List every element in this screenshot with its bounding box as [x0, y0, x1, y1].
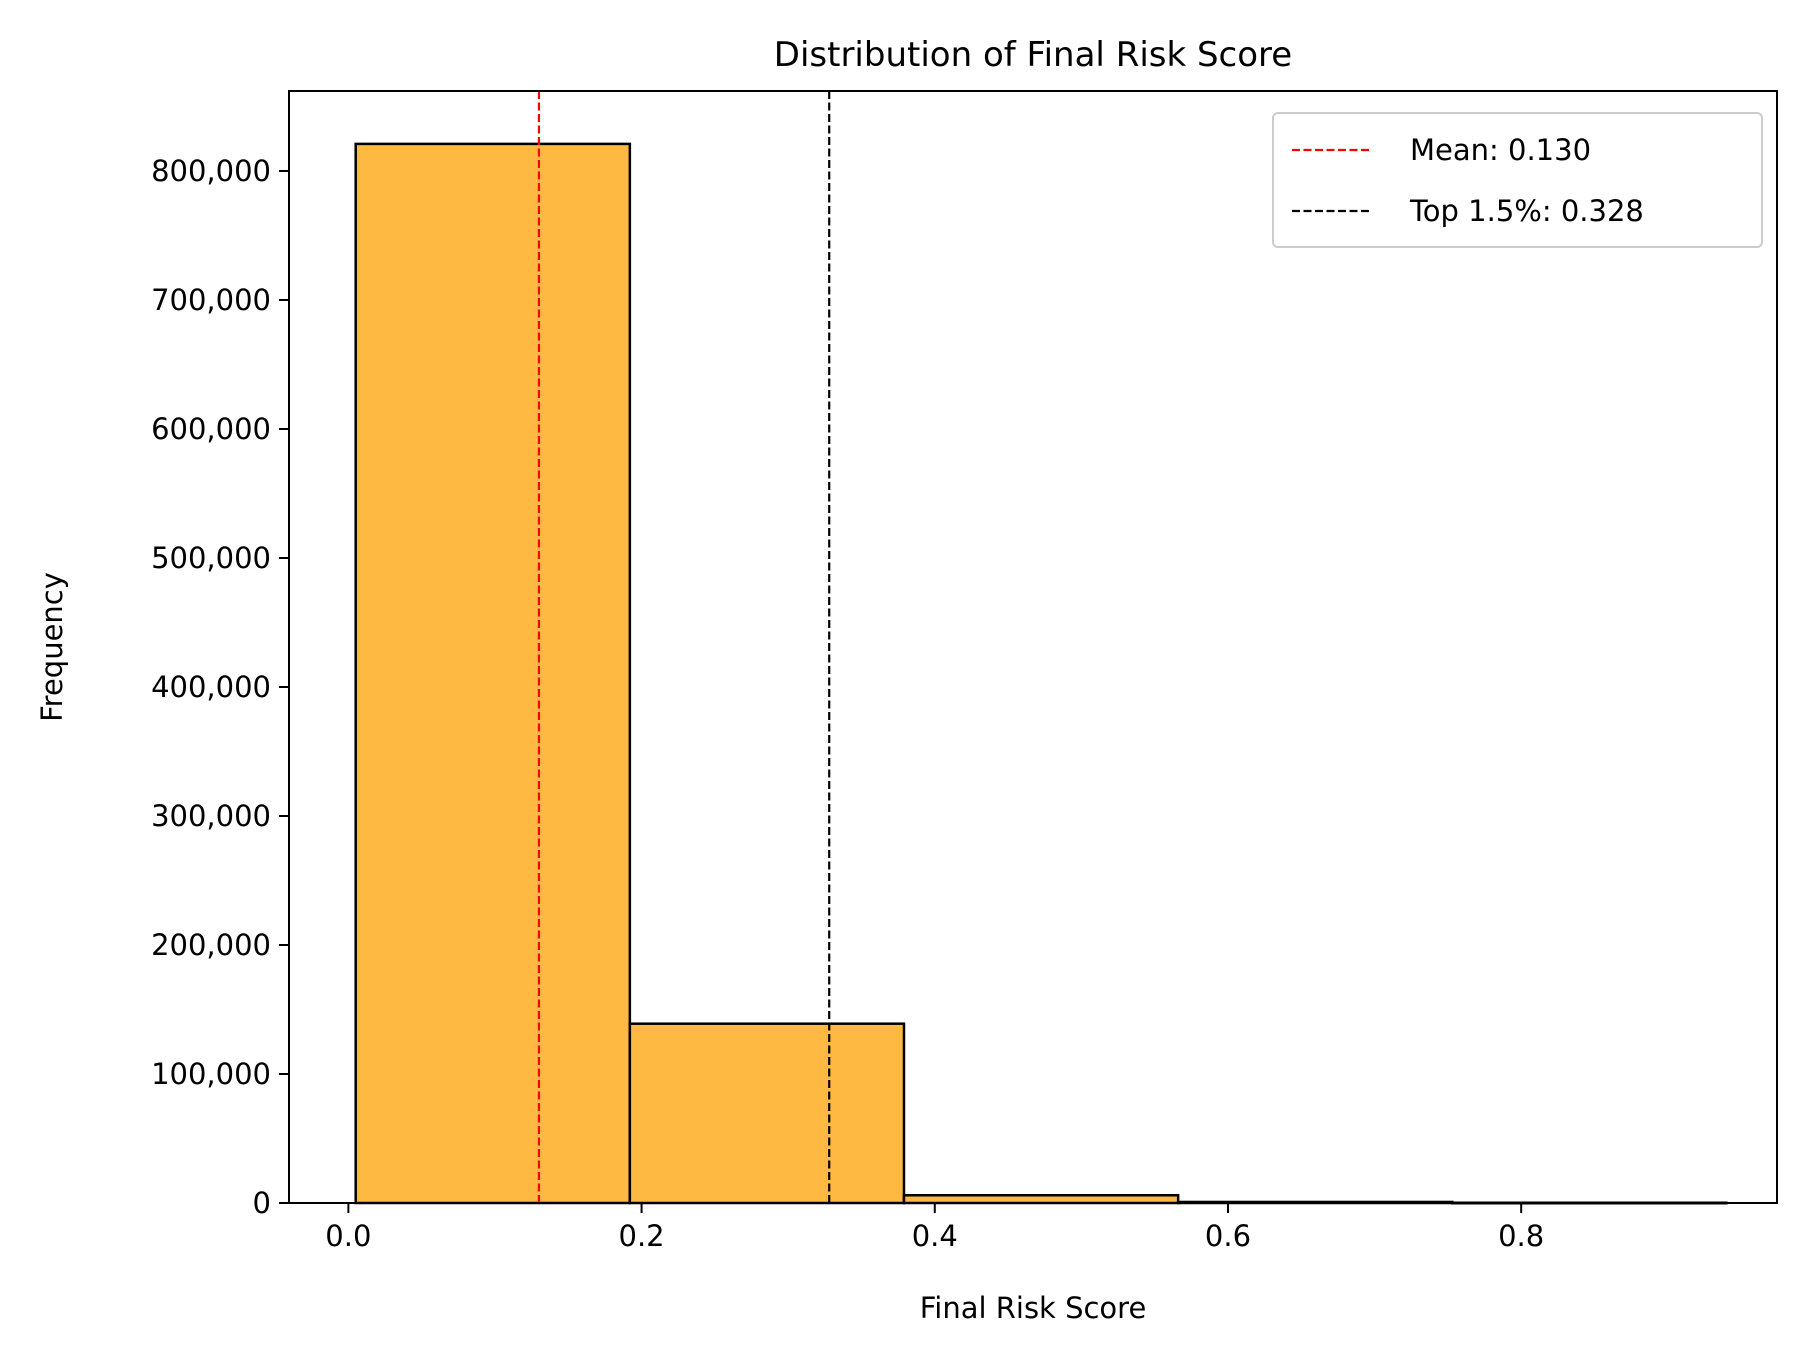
- histogram-bar-2: [628, 1022, 906, 1205]
- x-tick-label: 0.8: [1498, 1219, 1544, 1253]
- histogram-bar-1: [354, 142, 632, 1205]
- reference-lines-group: [537, 91, 831, 1203]
- x-tick-label: 0.2: [619, 1219, 665, 1253]
- histogram-bar-3: [902, 1194, 1180, 1205]
- y-tick-label: 600,000: [151, 412, 271, 446]
- x-axis-label: Final Risk Score: [920, 1291, 1147, 1325]
- y-tick-label: 800,000: [151, 154, 271, 188]
- y-axis: 0 100,000 200,000 300,000 400,000 500,000 600,…: [151, 154, 289, 1220]
- y-tick-label: 200,000: [151, 928, 271, 962]
- x-tick-label: 0.4: [912, 1219, 958, 1253]
- x-tick-label: 0.6: [1205, 1219, 1251, 1253]
- legend-box: [1272, 112, 1763, 248]
- y-tick-label: 300,000: [151, 799, 271, 833]
- x-tick-label: 0.0: [325, 1219, 371, 1253]
- x-axis: 0.0 0.2 0.4 0.6 0.8: [325, 1203, 1544, 1253]
- y-tick-label: 400,000: [151, 670, 271, 704]
- plot-frame: [288, 90, 1778, 1204]
- chart-title: Distribution of Final Risk Score: [774, 35, 1292, 75]
- bars-group: [354, 142, 1728, 1205]
- y-tick-label: 700,000: [151, 283, 271, 317]
- legend: Mean: 0.130 Top 1.5%: 0.328: [1272, 112, 1763, 248]
- legend-label-1: Mean: 0.130: [1410, 133, 1591, 167]
- y-tick-label: 0: [253, 1186, 271, 1220]
- legend-label-2: Top 1.5%: 0.328: [1409, 194, 1644, 228]
- y-tick-label: 100,000: [151, 1057, 271, 1091]
- y-axis-label: Frequency: [35, 572, 69, 722]
- y-tick-label: 500,000: [151, 541, 271, 575]
